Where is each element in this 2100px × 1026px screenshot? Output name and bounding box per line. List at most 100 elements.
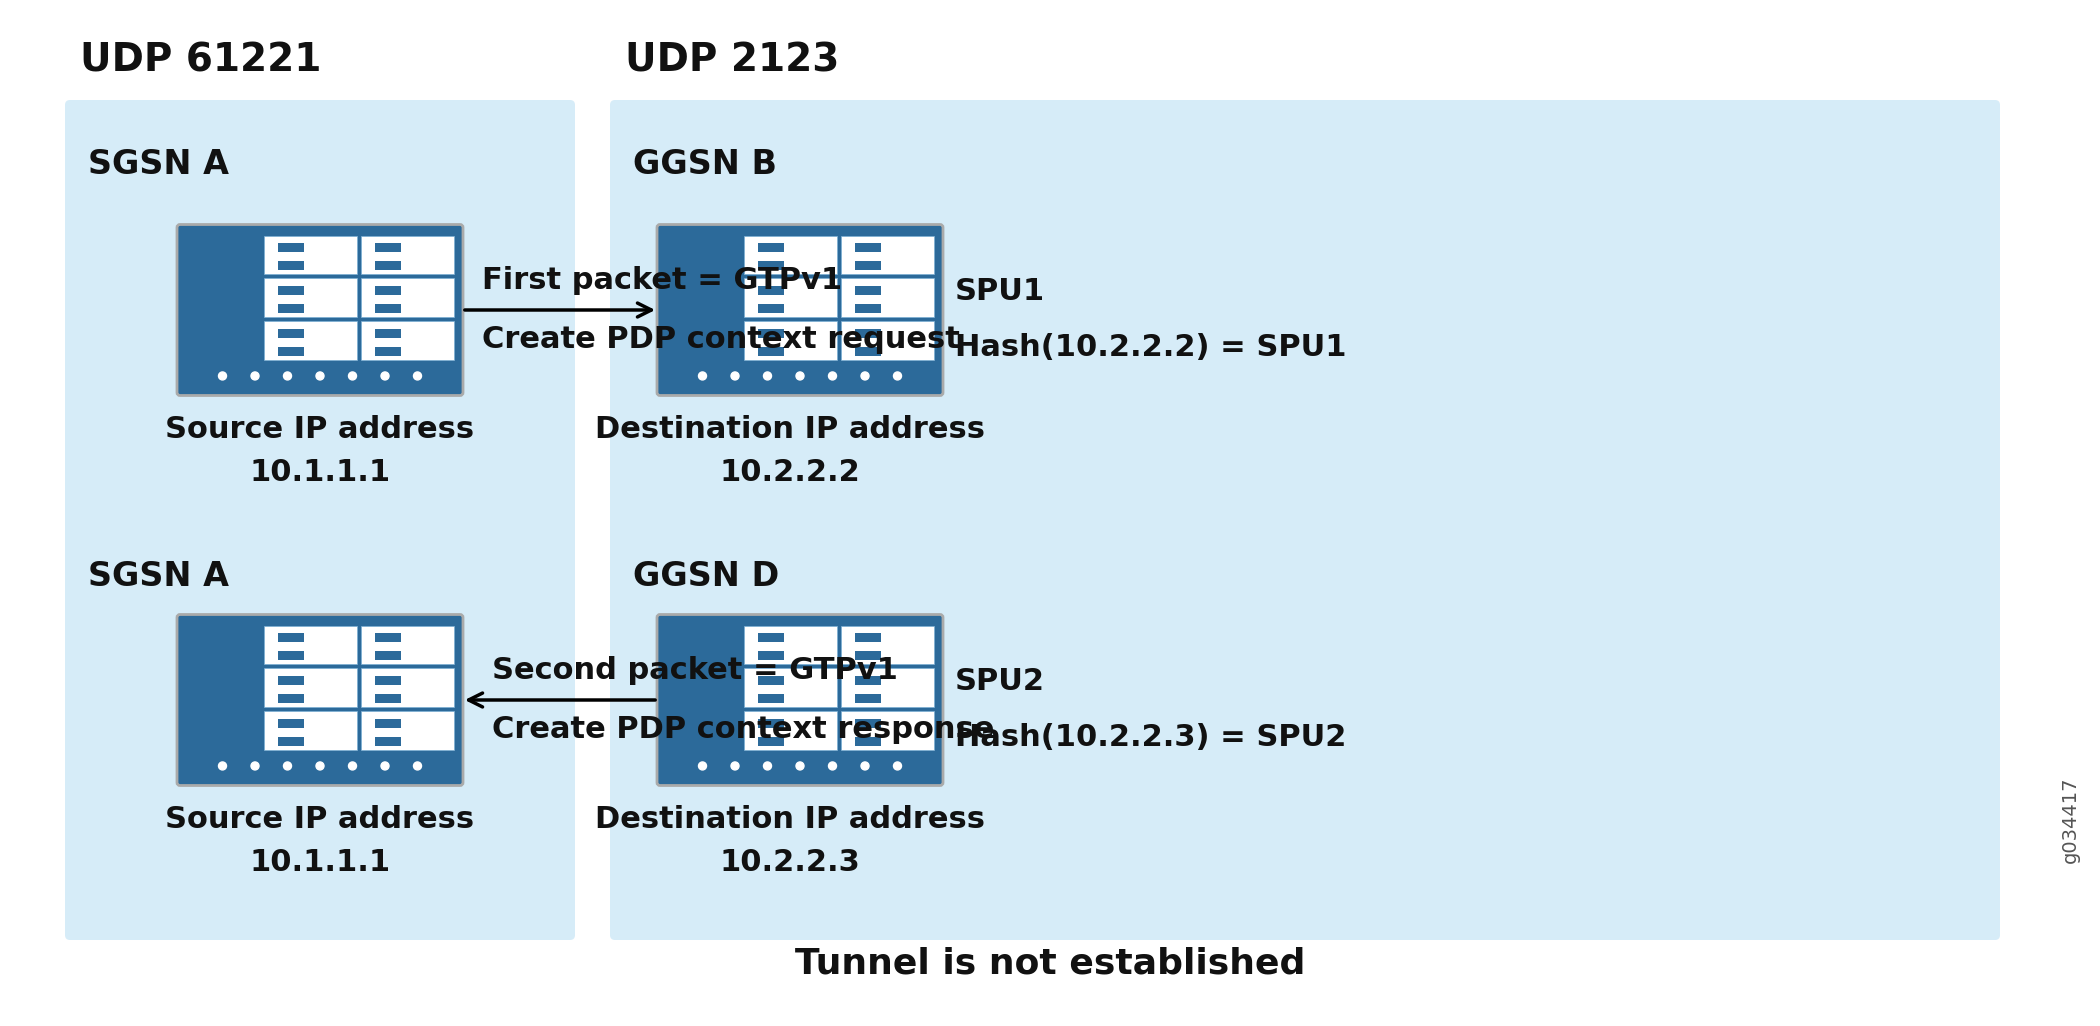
Bar	[855, 652, 882, 660]
Text: UDP 61221: UDP 61221	[80, 42, 321, 80]
Bar	[855, 262, 882, 270]
Circle shape	[764, 762, 771, 770]
Circle shape	[796, 762, 804, 770]
Bar	[361, 669, 454, 708]
Bar	[185, 754, 456, 778]
Bar	[265, 321, 357, 360]
Text: 10.2.2.2: 10.2.2.2	[720, 458, 861, 487]
Text: Destination IP address: Destination IP address	[594, 415, 985, 444]
Text: First packet = GTPv1: First packet = GTPv1	[483, 266, 842, 295]
FancyBboxPatch shape	[176, 225, 462, 395]
Bar	[840, 278, 934, 317]
FancyBboxPatch shape	[176, 615, 462, 786]
Circle shape	[892, 372, 901, 380]
Text: Second packet = GTPv1: Second packet = GTPv1	[491, 656, 899, 685]
Bar	[361, 626, 454, 665]
Bar	[666, 364, 934, 388]
Bar	[265, 236, 357, 275]
Bar	[855, 695, 882, 703]
Text: Create PDP context response: Create PDP context response	[491, 715, 995, 744]
Bar	[758, 262, 783, 270]
Bar	[376, 633, 401, 642]
Bar	[265, 669, 357, 708]
Bar	[277, 304, 304, 313]
Bar	[758, 737, 783, 746]
Bar	[840, 321, 934, 360]
Bar	[376, 737, 401, 746]
Bar	[743, 236, 838, 275]
Bar	[840, 236, 934, 275]
Text: GGSN B: GGSN B	[632, 148, 777, 181]
Bar	[361, 236, 454, 275]
Circle shape	[892, 762, 901, 770]
Circle shape	[252, 372, 258, 380]
Bar	[743, 669, 838, 708]
Bar	[758, 676, 783, 684]
Bar	[840, 711, 934, 750]
FancyBboxPatch shape	[609, 100, 1999, 940]
Bar	[840, 626, 934, 665]
Bar	[758, 695, 783, 703]
Circle shape	[414, 762, 422, 770]
Text: 10.2.2.3: 10.2.2.3	[720, 849, 861, 877]
Bar	[376, 695, 401, 703]
Circle shape	[731, 762, 739, 770]
FancyBboxPatch shape	[657, 615, 943, 786]
Text: SGSN A: SGSN A	[88, 560, 229, 593]
Circle shape	[861, 762, 869, 770]
Bar	[855, 737, 882, 746]
Bar	[758, 633, 783, 642]
Text: SGSN A: SGSN A	[88, 148, 229, 181]
Circle shape	[218, 372, 227, 380]
Bar	[277, 652, 304, 660]
Bar	[277, 347, 304, 356]
Bar	[376, 652, 401, 660]
Bar	[743, 711, 838, 750]
Circle shape	[315, 762, 323, 770]
Text: Hash(10.2.2.2) = SPU1: Hash(10.2.2.2) = SPU1	[956, 333, 1346, 362]
Circle shape	[284, 372, 292, 380]
Bar	[855, 243, 882, 251]
Circle shape	[349, 372, 357, 380]
Circle shape	[284, 762, 292, 770]
Circle shape	[380, 372, 388, 380]
Text: 10.1.1.1: 10.1.1.1	[250, 458, 391, 487]
Text: Hash(10.2.2.3) = SPU2: Hash(10.2.2.3) = SPU2	[956, 723, 1346, 752]
Bar	[855, 347, 882, 356]
Bar	[758, 329, 783, 338]
Bar	[376, 286, 401, 294]
Bar	[855, 633, 882, 642]
Bar	[376, 347, 401, 356]
Bar	[277, 329, 304, 338]
Circle shape	[252, 762, 258, 770]
Text: 10.1.1.1: 10.1.1.1	[250, 849, 391, 877]
Bar	[758, 347, 783, 356]
Circle shape	[764, 372, 771, 380]
Bar	[855, 719, 882, 727]
Circle shape	[861, 372, 869, 380]
Circle shape	[380, 762, 388, 770]
Circle shape	[315, 372, 323, 380]
Bar	[376, 329, 401, 338]
Bar	[758, 286, 783, 294]
Circle shape	[218, 762, 227, 770]
Bar	[277, 262, 304, 270]
Bar	[277, 286, 304, 294]
Bar	[361, 278, 454, 317]
Bar	[376, 676, 401, 684]
Text: Destination IP address: Destination IP address	[594, 805, 985, 834]
Text: Create PDP context request: Create PDP context request	[483, 325, 960, 354]
Bar	[758, 304, 783, 313]
Text: GGSN D: GGSN D	[632, 560, 779, 593]
FancyBboxPatch shape	[65, 100, 575, 940]
Text: g034417: g034417	[2060, 777, 2079, 863]
Circle shape	[349, 762, 357, 770]
Bar	[855, 329, 882, 338]
Circle shape	[414, 372, 422, 380]
Bar	[855, 286, 882, 294]
Bar	[265, 278, 357, 317]
Bar	[376, 243, 401, 251]
Bar	[743, 626, 838, 665]
Circle shape	[830, 762, 836, 770]
Bar	[361, 711, 454, 750]
